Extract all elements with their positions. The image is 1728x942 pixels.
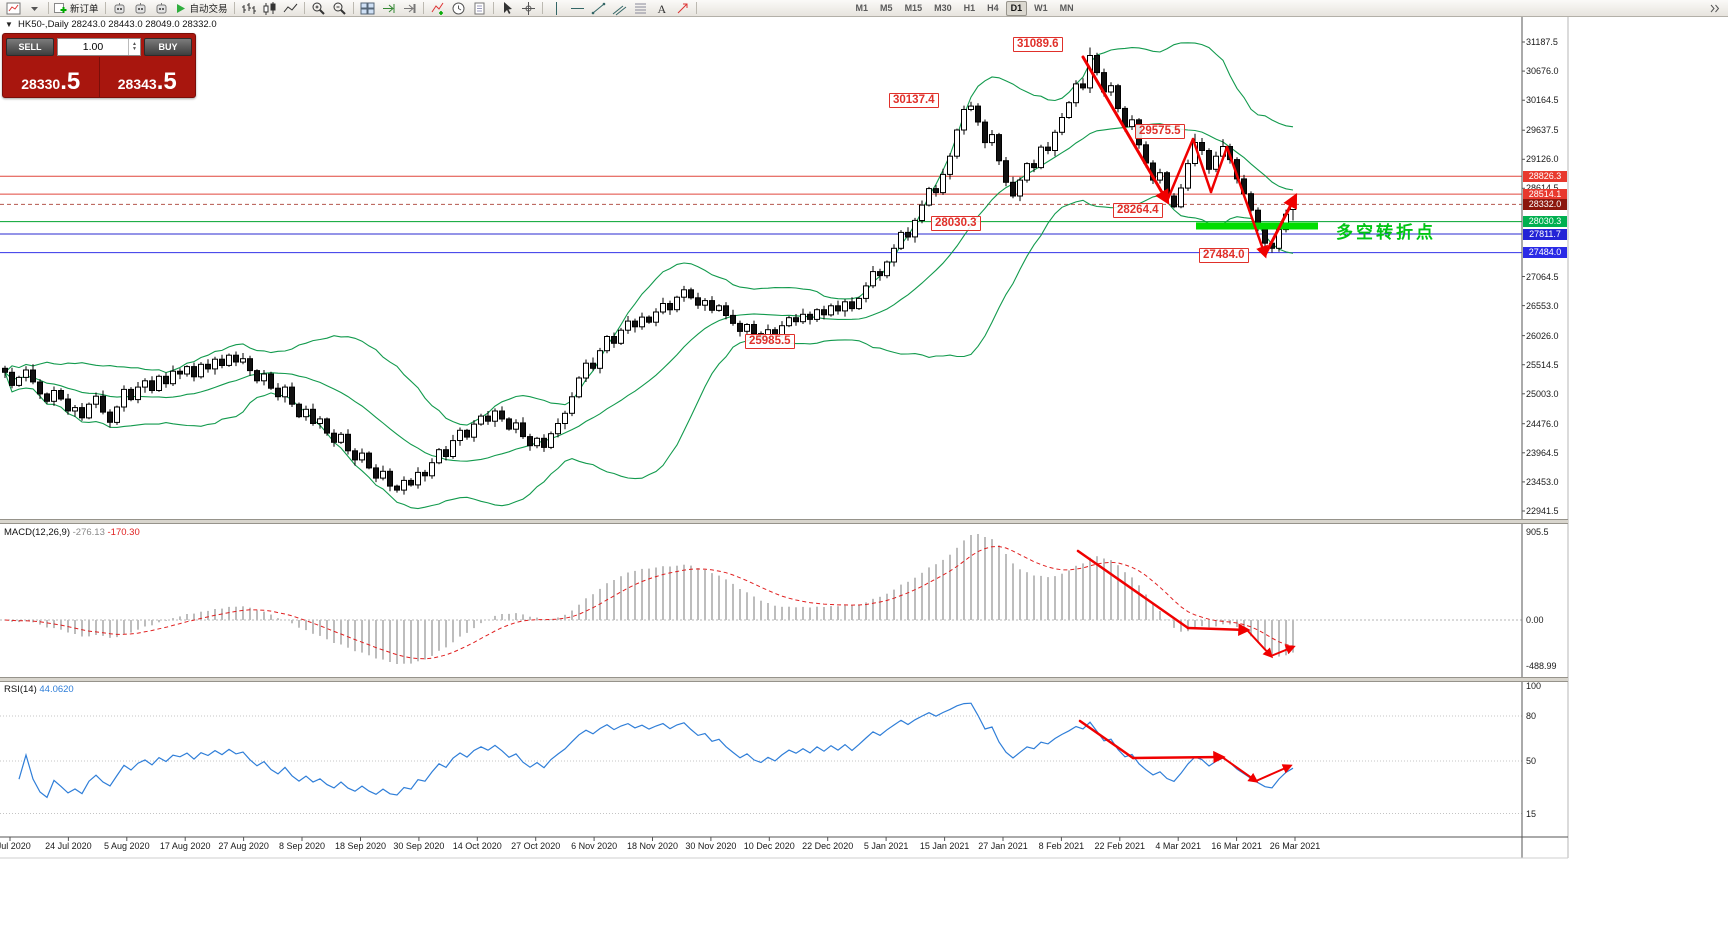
volume-value[interactable]: 1.00 — [82, 40, 104, 53]
macd-main-value: -276.13 — [72, 527, 105, 538]
new-order-icon[interactable]: 新订单 — [53, 1, 101, 16]
toolbar-overflow-icon[interactable] — [1705, 1, 1724, 16]
dropdown-icon[interactable] — [25, 1, 44, 16]
svg-text:A: A — [657, 2, 666, 16]
bid-int: 28330 — [21, 75, 61, 92]
chart-ohlc-info: HK50-,Daily 28243.0 28443.0 28049.0 2833… — [18, 19, 217, 30]
shift-icon[interactable] — [400, 1, 419, 16]
linechart-icon[interactable] — [281, 1, 300, 16]
expert-icon[interactable] — [131, 1, 150, 16]
periods-icon[interactable] — [449, 1, 468, 16]
rsi-indicator-label: RSI(14) 44.0620 — [4, 684, 74, 695]
macd-name: MACD(12,26,9) — [4, 527, 70, 538]
toolbar-separator — [352, 2, 354, 14]
tile-icon[interactable] — [358, 1, 377, 16]
indicators-icon[interactable] — [428, 1, 447, 16]
panel-splitter[interactable] — [0, 519, 1568, 524]
spinner-up-icon[interactable]: ▲ — [132, 40, 137, 47]
toolbar-separator — [541, 2, 543, 14]
text-icon[interactable]: A — [652, 1, 671, 16]
ask-int: 28343 — [117, 75, 157, 92]
toolbar-separator — [303, 2, 305, 14]
timeframe-bar: M1 M5 M15 M30 H1 H4 D1 W1 MN — [850, 0, 1080, 16]
fibo-icon[interactable] — [631, 1, 650, 16]
volume-spinner[interactable]: ▲ ▼ — [128, 38, 140, 55]
panel-splitter[interactable] — [0, 677, 1568, 682]
volume-input[interactable]: 1.00 ▲ ▼ — [57, 37, 141, 56]
bars-icon[interactable] — [239, 1, 258, 16]
spinner-down-icon[interactable]: ▼ — [132, 45, 137, 52]
zoom-out-icon[interactable] — [330, 1, 349, 16]
bid-dec: .5 — [60, 67, 81, 95]
new-order-label: 新订单 — [70, 4, 99, 15]
toolbar-separator — [695, 2, 697, 14]
macd-indicator-label: MACD(12,26,9) -276.13 -170.30 — [4, 527, 140, 538]
autoscroll-icon[interactable] — [379, 1, 398, 16]
trendline-icon[interactable] — [589, 1, 608, 16]
ask-dec: .5 — [156, 67, 177, 95]
candles-icon[interactable] — [260, 1, 279, 16]
toolbar: 新订单 自动交易 A M1 M5 M15 M30 H1 H4 D1 W1 MN — [0, 0, 1728, 17]
autoplay-icon[interactable]: 自动交易 — [173, 1, 230, 16]
ask-price[interactable]: 28343 .5 — [100, 57, 196, 97]
one-click-trading-panel: SELL 1.00 ▲ ▼ BUY 28330 .5 28343 .5 — [2, 33, 196, 98]
timeframe-h1[interactable]: H1 — [963, 2, 976, 13]
vline-icon[interactable] — [547, 1, 566, 16]
expert-icon[interactable] — [152, 1, 171, 16]
sell-button[interactable]: SELL — [6, 37, 54, 56]
chart-plot-area[interactable] — [0, 17, 1522, 837]
timeframe-w1[interactable]: W1 — [1034, 2, 1048, 13]
timeframe-d1[interactable]: D1 — [1005, 0, 1028, 16]
arrows-icon[interactable] — [673, 1, 692, 16]
quote-divider — [98, 57, 100, 97]
rsi-name: RSI(14) — [4, 684, 37, 695]
quote-panel-toggle-icon[interactable]: ▼ — [5, 20, 13, 29]
cursor-icon[interactable] — [498, 1, 517, 16]
toolbar-separator — [492, 2, 494, 14]
turning-point-label: 多空转折点 — [1336, 223, 1436, 242]
timeframe-m30[interactable]: M30 — [934, 2, 952, 13]
buy-button[interactable]: BUY — [144, 37, 192, 56]
channel-icon[interactable] — [610, 1, 629, 16]
autoplay-label: 自动交易 — [189, 4, 228, 15]
crosshair-icon[interactable] — [519, 1, 538, 16]
timeframe-mn[interactable]: MN — [1059, 2, 1074, 13]
timeframe-m15[interactable]: M15 — [904, 2, 923, 13]
hline-icon[interactable] — [568, 1, 587, 16]
toolbar-separator — [48, 2, 49, 14]
timeframe-h4[interactable]: H4 — [987, 2, 999, 13]
bid-price[interactable]: 28330 .5 — [3, 57, 99, 97]
expert-icon[interactable] — [110, 1, 129, 16]
toolbar-separator — [233, 2, 235, 14]
rsi-value: 44.0620 — [39, 684, 74, 695]
timeframe-m5[interactable]: M5 — [880, 2, 893, 13]
zoom-in-icon[interactable] — [309, 1, 328, 16]
toolbar-separator — [104, 2, 106, 14]
templates-icon[interactable] — [470, 1, 489, 16]
new-chart-icon[interactable] — [4, 1, 23, 16]
timeframe-m1[interactable]: M1 — [855, 2, 869, 13]
toolbar-separator — [422, 2, 424, 14]
macd-signal-value: -170.30 — [107, 527, 140, 538]
